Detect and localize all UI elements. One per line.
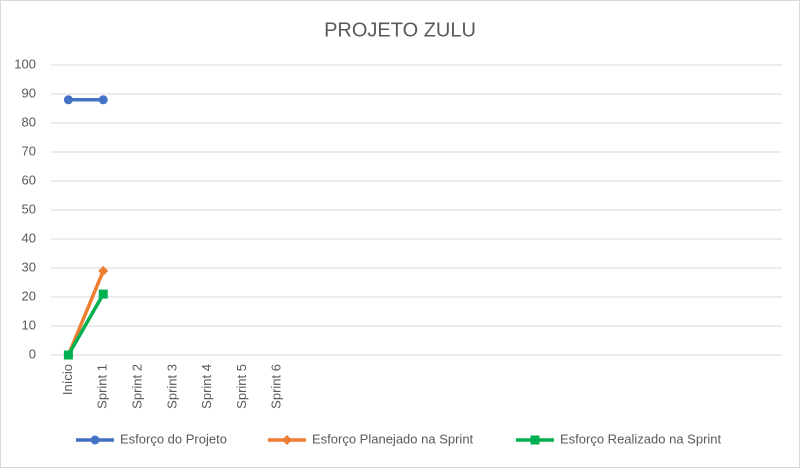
data-point [98,95,108,105]
y-tick-label: 10 [22,317,36,332]
x-tick-label: Sprint 5 [234,364,249,409]
y-tick-label: 30 [22,259,36,274]
series-line [66,293,105,356]
y-tick-label: 50 [22,201,36,216]
legend-label: Esforço Realizado na Sprint [560,431,722,446]
legend-label: Esforço do Projeto [120,431,227,446]
y-tick-label: 20 [22,288,36,303]
y-tick-label: 80 [22,114,36,129]
data-point [63,350,73,360]
data-point [63,95,73,105]
legend-marker [282,435,292,445]
y-tick-label: 90 [22,85,36,100]
y-tick-label: 40 [22,230,36,245]
y-tick-label: 60 [22,172,36,187]
x-tick-label: Sprint 3 [164,364,179,409]
x-tick-label: Início [60,364,75,395]
y-tick-label: 70 [22,143,36,158]
y-tick-label: 100 [14,56,36,71]
legend-label: Esforço Planejado na Sprint [312,431,474,446]
y-tick-label: 0 [29,346,36,361]
data-point [98,289,108,299]
x-tick-label: Sprint 2 [129,364,144,409]
x-tick-label: Sprint 6 [269,364,284,409]
data-point [98,265,109,276]
legend-marker [90,435,100,445]
x-tick-label: Sprint 1 [95,364,110,409]
legend-marker [530,435,540,445]
chart-title: PROJETO ZULU [324,19,476,41]
series-line [66,270,105,356]
x-tick-label: Sprint 4 [199,364,214,409]
